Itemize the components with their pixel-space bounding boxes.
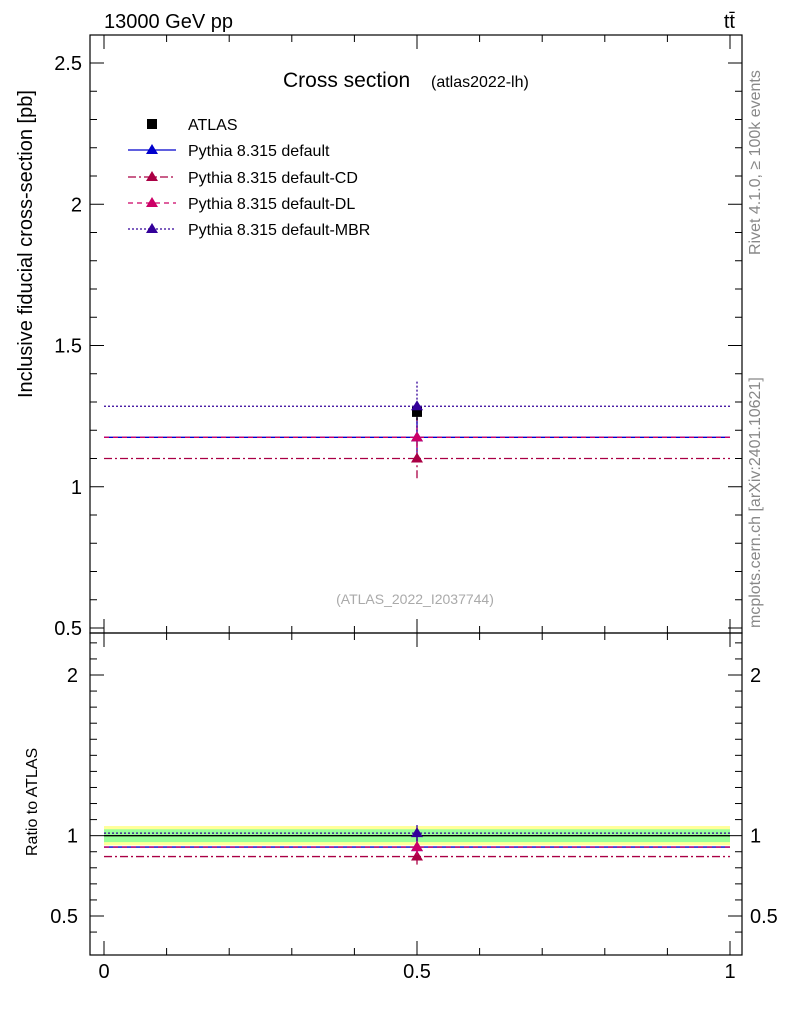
atlas-data-point [412, 406, 422, 417]
legend-entry-cd: Pythia 8.315 default-CD [128, 170, 358, 187]
ratio-series-marker-3 [411, 827, 423, 838]
legend-entry-atlas: ATLAS [147, 117, 238, 134]
legend-entry-dl: Pythia 8.315 default-DL [128, 196, 355, 213]
legend-label-atlas: ATLAS [188, 117, 238, 134]
series-marker-2 [411, 431, 423, 442]
rivet-version-label: Rivet 4.1.0, ≥ 100k events [747, 70, 764, 255]
ratio-y-tick-label-left: 2 [67, 665, 78, 687]
y-axis-label: Inclusive fiducial cross-section [pb] [15, 90, 37, 398]
legend-marker-default [146, 144, 158, 154]
ratio-series-marker-2 [411, 841, 423, 852]
legend-entry-default: Pythia 8.315 default [128, 143, 330, 160]
y-tick-label: 2 [71, 194, 82, 216]
ratio-ticks: 0.5 0.5 1 1 2 2 [50, 642, 778, 933]
x-tick-label: 1 [724, 961, 735, 983]
ratio-y-tick-label-left: 0.5 [50, 906, 78, 928]
legend: ATLAS Pythia 8.315 default Pythia 8.315 … [128, 117, 370, 239]
process-label: tt̄ [724, 11, 736, 33]
ratio-lines [104, 825, 730, 865]
legend-marker-atlas [147, 119, 157, 129]
x-axis: 0 0.5 1 [98, 35, 736, 983]
series-marker-3 [411, 400, 423, 411]
ratio-y-axis-label: Ratio to ATLAS [24, 748, 41, 856]
ratio-y-tick-label-right: 1 [750, 826, 761, 848]
x-tick-label: 0 [98, 961, 109, 983]
main-ticks: 0.5 1 1.5 2 2.5 [54, 53, 742, 640]
series-marker-1 [411, 452, 423, 463]
ratio-y-tick-label-right: 2 [750, 665, 761, 687]
energy-label: 13000 GeV pp [104, 11, 233, 33]
y-tick-label: 0.5 [54, 618, 82, 640]
analysis-id: (ATLAS_2022_I2037744) [336, 591, 494, 607]
ratio-series-marker-1 [411, 850, 423, 861]
x-tick-label: 0.5 [403, 961, 431, 983]
y-tick-label: 2.5 [54, 53, 82, 75]
ratio-y-tick-label-left: 1 [67, 826, 78, 848]
ratio-y-tick-label-right: 0.5 [750, 906, 778, 928]
main-lines [104, 380, 730, 479]
legend-entry-mbr: Pythia 8.315 default-MBR [128, 222, 370, 239]
legend-label-cd: Pythia 8.315 default-CD [188, 170, 358, 187]
main-points [411, 400, 423, 463]
ratio-panel: 0.5 0.5 1 1 2 2 [50, 632, 778, 956]
legend-label-default: Pythia 8.315 default [188, 143, 330, 160]
legend-marker-dl [146, 197, 158, 207]
main-panel: 0.5 1 1.5 2 2.5 Cross section (atlas2022-lh)… [54, 34, 743, 640]
legend-label-mbr: Pythia 8.315 default-MBR [188, 222, 370, 239]
ratio-frame [89, 632, 743, 956]
chart-title: Cross section [283, 69, 410, 92]
y-tick-label: 1 [71, 477, 82, 499]
legend-marker-cd [146, 171, 158, 181]
chart-subtitle: (atlas2022-lh) [431, 74, 529, 91]
legend-marker-mbr [146, 223, 158, 233]
legend-label-dl: Pythia 8.315 default-DL [188, 196, 355, 213]
mcplots-label: mcplots.cern.ch [arXiv:2401.10621] [747, 377, 764, 628]
y-tick-label: 1.5 [54, 336, 82, 358]
